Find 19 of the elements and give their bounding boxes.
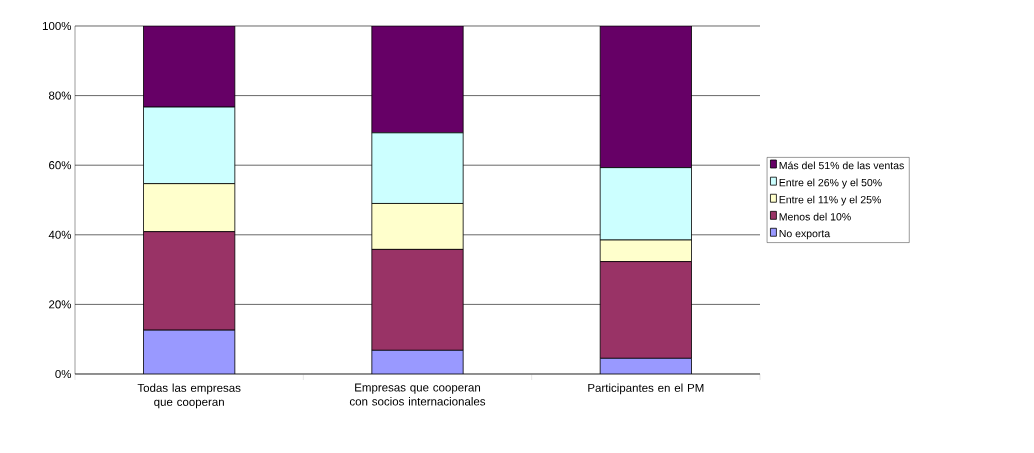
y-tick-label: 0% [55,369,72,379]
bar [143,329,236,374]
legend-label: Entre el 11% y el 25% [779,195,881,206]
legend-label: Más del 51% de las ventas [779,161,904,170]
x-tick-label: Empresas que cooperan con socios internacionales [349,383,486,406]
bar [143,26,236,108]
bar [371,349,464,374]
x-tick-label: Participantes en el PM [588,383,704,395]
legend-label: Menos del 10% [779,212,851,221]
y-tick-label: 80% [48,91,72,100]
bar [599,26,692,169]
legend-label: No exporta [779,229,831,240]
bar [371,26,464,134]
y-tick-label: 40% [48,230,72,239]
y-tick-label: 20% [49,300,72,309]
x-tick-label: Todas las empresas que cooperan [137,383,241,409]
legend-label: Entre el 26% y el 50% [779,178,882,189]
y-tick-label: 60% [49,161,72,170]
y-tick-label: 100% [42,21,72,31]
